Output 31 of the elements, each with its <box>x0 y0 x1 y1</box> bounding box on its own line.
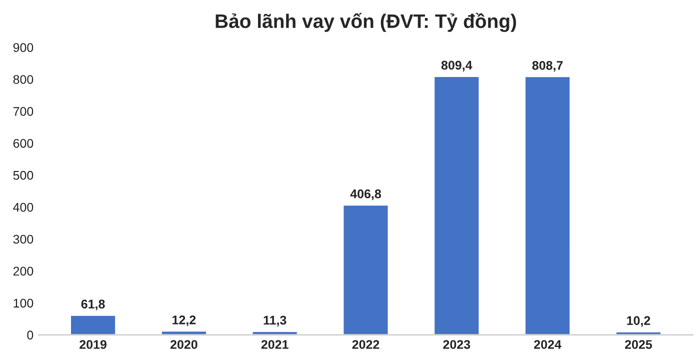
bar <box>433 76 480 335</box>
y-tick-label: 900 <box>13 43 34 52</box>
x-tick-label: 2020 <box>170 340 198 349</box>
y-tick-label: 500 <box>13 170 34 180</box>
data-label: 809,4 <box>441 60 472 72</box>
bar <box>70 314 116 335</box>
y-tick-label: 100 <box>14 298 34 308</box>
y-tick-label: 200 <box>13 266 34 276</box>
data-label: 11,3 <box>264 316 286 326</box>
x-tick-label: 2023 <box>443 340 470 349</box>
x-tick-label: 2019 <box>80 340 106 349</box>
x-tick-label: 2024 <box>534 340 562 349</box>
data-label: 12,2 <box>172 315 196 326</box>
bar <box>251 330 298 335</box>
y-tick-label: 400 <box>13 202 34 212</box>
y-tick-label: 0 <box>27 330 34 340</box>
data-label: 808,7 <box>532 61 563 72</box>
bar <box>524 76 571 335</box>
y-tick-label: 300 <box>13 234 34 244</box>
data-label: 61,8 <box>81 300 105 310</box>
x-tick-label: 2025 <box>624 340 652 349</box>
y-tick-label: 600 <box>13 138 34 148</box>
x-tick-label: 2021 <box>261 340 288 349</box>
bar <box>615 330 662 335</box>
y-tick-label: 700 <box>13 107 34 116</box>
x-tick-label: 2022 <box>352 340 380 349</box>
data-label: 406,8 <box>350 189 382 200</box>
bar <box>342 204 390 335</box>
chart-title: Bảo lãnh vay vốn (ĐVT: Tỷ đồng) <box>216 12 516 32</box>
data-label: 10,2 <box>627 316 650 327</box>
y-tick-label: 800 <box>13 75 34 84</box>
